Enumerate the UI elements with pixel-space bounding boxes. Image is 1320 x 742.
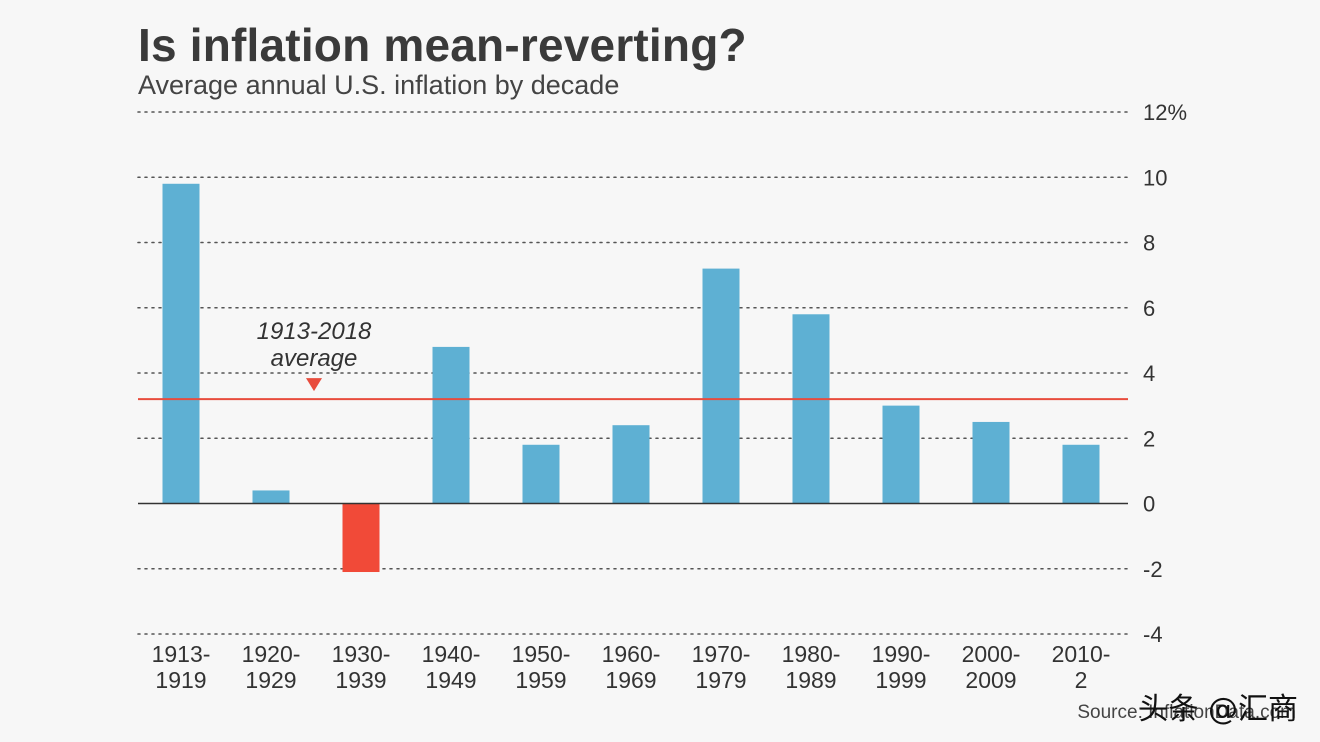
x-tick-label: 1980- (782, 641, 841, 667)
bar (342, 503, 380, 573)
x-tick-label: 2010- (1052, 641, 1111, 667)
bar (522, 444, 560, 504)
x-tick-label: 1939 (335, 667, 386, 693)
bar (972, 421, 1010, 504)
x-tick-label: 1959 (515, 667, 566, 693)
x-tick-label: 1969 (605, 667, 656, 693)
average-marker-icon (306, 378, 322, 392)
x-tick-label: 2009 (965, 667, 1016, 693)
x-tick-label: 1913- (152, 641, 211, 667)
source-note: Source: InflationData.com (1077, 702, 1296, 723)
bar-layer (162, 183, 1100, 573)
y-tick-label: 10 (1143, 165, 1167, 190)
x-tick-label: 1970- (692, 641, 751, 667)
bar (612, 425, 650, 504)
bar (252, 490, 290, 504)
x-tick-label: 1930- (332, 641, 391, 667)
y-tick-label: 4 (1143, 361, 1155, 386)
y-tick-label: 12% (1143, 100, 1187, 125)
x-tick-label: 1940- (422, 641, 481, 667)
x-tick-label: 1979 (695, 667, 746, 693)
chart-subtitle: Average annual U.S. inflation by decade (138, 70, 620, 100)
average-annotation-line2: average (271, 345, 358, 372)
x-tick-label: 1929 (245, 667, 296, 693)
x-tick-label: 1960- (602, 641, 661, 667)
y-tick-label: 6 (1143, 296, 1155, 321)
bar (702, 268, 740, 504)
bar (792, 314, 830, 504)
bar (1062, 444, 1100, 504)
bar (432, 346, 470, 504)
grid-layer (137, 111, 1129, 635)
x-tick-label: 1989 (785, 667, 836, 693)
bar (882, 405, 920, 504)
x-tick-label: 1990- (872, 641, 931, 667)
chart-title: Is inflation mean-reverting? (138, 19, 747, 71)
watermark: 头条 @汇商 (1138, 692, 1298, 727)
y-tick-label: 8 (1143, 231, 1155, 256)
label-layer: -4 -2 0 2 4 6 8 10 12% 1913-1919 1920-1929 1930-193… (152, 100, 1187, 693)
x-tick-label: 1919 (155, 667, 206, 693)
x-tick-label: 1999 (875, 667, 926, 693)
bar (162, 183, 200, 504)
x-tick-label: 2000- (962, 641, 1021, 667)
average-annotation-line1: 1913-2018 (257, 318, 372, 345)
y-tick-label: -4 (1143, 622, 1163, 647)
y-tick-label: -2 (1143, 557, 1163, 582)
y-tick-label: 2 (1143, 426, 1155, 451)
x-tick-label: 2 (1075, 667, 1088, 693)
x-tick-label: 1949 (425, 667, 476, 693)
y-tick-label: 0 (1143, 492, 1155, 517)
x-tick-label: 1950- (512, 641, 571, 667)
x-tick-label: 1920- (242, 641, 301, 667)
